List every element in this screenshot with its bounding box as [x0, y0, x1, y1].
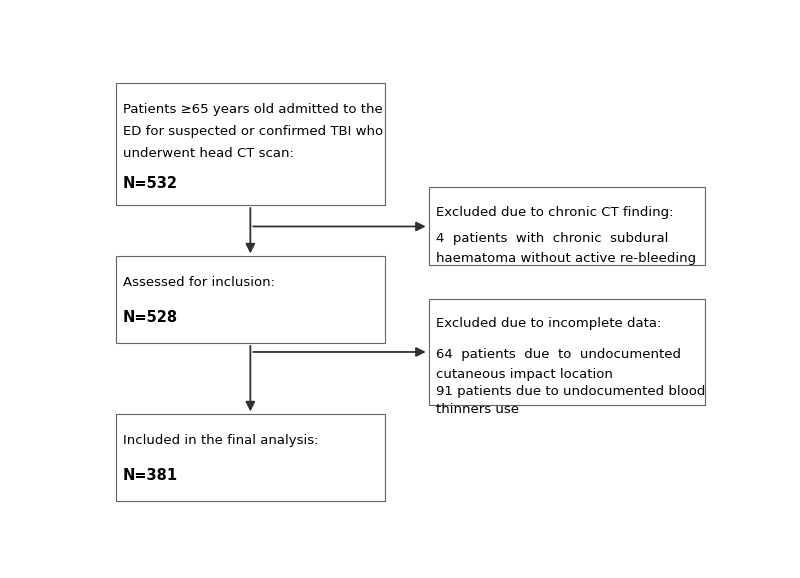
- Text: N=381: N=381: [123, 468, 178, 483]
- Text: underwent head CT scan:: underwent head CT scan:: [123, 147, 294, 160]
- FancyBboxPatch shape: [429, 187, 705, 265]
- Text: Included in the final analysis:: Included in the final analysis:: [123, 434, 318, 447]
- Text: 91 patients due to undocumented blood: 91 patients due to undocumented blood: [436, 386, 706, 398]
- Text: N=532: N=532: [123, 176, 178, 191]
- FancyBboxPatch shape: [115, 83, 386, 205]
- Text: 4  patients  with  chronic  subdural: 4 patients with chronic subdural: [436, 232, 669, 245]
- Text: cutaneous impact location: cutaneous impact location: [436, 368, 613, 380]
- Text: Excluded due to incomplete data:: Excluded due to incomplete data:: [436, 317, 662, 330]
- FancyBboxPatch shape: [115, 256, 386, 343]
- Text: Patients ≥65 years old admitted to the: Patients ≥65 years old admitted to the: [123, 103, 382, 116]
- Text: N=528: N=528: [123, 310, 178, 325]
- Text: ED for suspected or confirmed TBI who: ED for suspected or confirmed TBI who: [123, 125, 383, 138]
- FancyBboxPatch shape: [429, 299, 705, 405]
- Text: Assessed for inclusion:: Assessed for inclusion:: [123, 276, 275, 290]
- Text: Excluded due to chronic CT finding:: Excluded due to chronic CT finding:: [436, 206, 674, 219]
- FancyBboxPatch shape: [115, 414, 386, 501]
- Text: 64  patients  due  to  undocumented: 64 patients due to undocumented: [436, 347, 681, 361]
- Text: haematoma without active re-bleeding: haematoma without active re-bleeding: [436, 252, 696, 265]
- Text: thinners use: thinners use: [436, 403, 519, 416]
